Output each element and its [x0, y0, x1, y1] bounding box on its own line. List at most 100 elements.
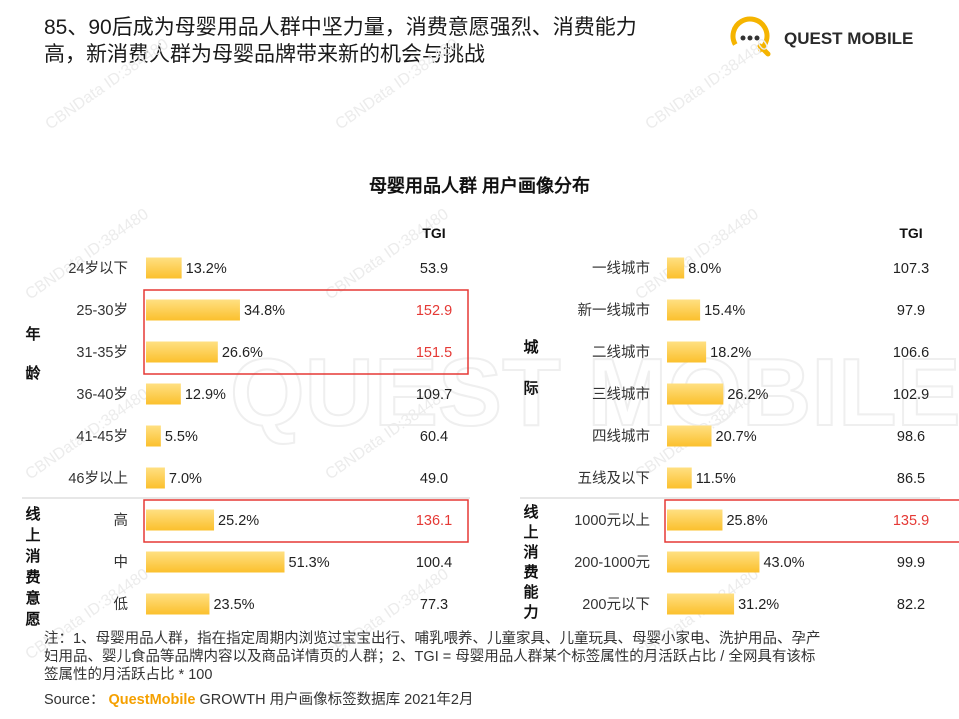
highlight-box [664, 499, 959, 543]
group-label-char: 上 [523, 524, 538, 541]
category-label: 36-40岁 [76, 386, 128, 403]
category-label: 四线城市 [592, 428, 650, 445]
group-label-char: 龄 [25, 364, 41, 382]
footnotes: 注：1、母婴用品人群，指在指定周期内浏览过宝宝出行、哺乳喂养、儿童家具、儿童玩具… [44, 630, 924, 684]
bar [146, 383, 181, 405]
category-label: 新一线城市 [578, 302, 651, 319]
group-label-char: 费 [25, 568, 40, 586]
tgi-value: 106.6 [893, 345, 929, 361]
bar [146, 593, 210, 615]
category-label: 46岁以上 [68, 470, 128, 487]
category-label: 200元以下 [582, 597, 650, 613]
tgi-value: 109.7 [416, 387, 452, 403]
bar-value-label: 34.8% [244, 303, 285, 319]
bar-value-label: 5.5% [165, 429, 198, 445]
tgi-value: 135.9 [893, 513, 929, 529]
tgi-value: 152.9 [416, 303, 452, 319]
tgi-header: TGI [422, 225, 445, 241]
bar-value-label: 8.0% [688, 261, 721, 277]
quest-mobile-logo-icon [730, 16, 771, 57]
bar-value-label: 25.8% [726, 513, 767, 529]
group-label-char: 年 [25, 325, 40, 343]
bar [146, 257, 182, 279]
source-prefix: Source： [44, 692, 105, 708]
category-label: 24岁以下 [68, 260, 128, 277]
logo-text: QUEST MOBILE [784, 29, 914, 48]
bar [146, 509, 215, 531]
group-label-char: 城 [523, 338, 538, 356]
highlight-box [143, 289, 469, 375]
category-label: 二线城市 [592, 344, 650, 361]
bar-value-label: 26.6% [222, 345, 263, 361]
page-title-line-2: 高，新消费人群为母婴品牌带来新的机会与挑战 [44, 43, 485, 66]
group-label-char: 力 [523, 603, 538, 621]
tgi-value: 86.5 [897, 471, 925, 487]
group-label-char: 线 [523, 503, 538, 521]
group-label-char: 能 [523, 583, 538, 601]
tgi-value: 49.0 [420, 471, 448, 487]
footnote-line-2: 妇用品、婴儿食品等品牌内容以及商品详情页的人群；2、TGI = 母婴用品人群某个… [44, 649, 816, 665]
group-label-char: 线 [25, 505, 40, 523]
group-label-char: 上 [25, 527, 40, 544]
category-label: 41-45岁 [76, 428, 128, 445]
bar [667, 341, 707, 363]
bar [667, 593, 735, 615]
bar-value-label: 26.2% [727, 387, 768, 403]
category-label: 1000元以上 [574, 512, 650, 529]
category-label: 一线城市 [592, 260, 650, 277]
bar [146, 425, 161, 447]
category-label: 200-1000元 [574, 555, 650, 571]
bar-value-label: 12.9% [185, 387, 226, 403]
bar-value-label: 43.0% [763, 555, 804, 571]
bar [667, 383, 724, 405]
source-line: Source： QuestMobile GROWTH 用户画像标签数据库 202… [44, 688, 473, 709]
tgi-value: 98.6 [897, 429, 925, 445]
bar-value-label: 7.0% [169, 471, 202, 487]
tgi-value: 100.4 [416, 555, 452, 571]
bar [667, 299, 701, 321]
group-label-char: 费 [523, 563, 538, 581]
source-rest: GROWTH 用户画像标签数据库 2021年2月 [199, 692, 474, 708]
bar-value-label: 23.5% [213, 597, 254, 613]
chart-title: 母婴用品人群 用户画像分布 [369, 176, 590, 196]
bar [146, 299, 240, 321]
bar [667, 257, 685, 279]
bar-value-label: 11.5% [696, 471, 736, 487]
tgi-value: 53.9 [420, 261, 448, 277]
group-label-char: 意 [25, 589, 40, 607]
category-label: 25-30岁 [76, 302, 128, 319]
group-label-char: 消 [523, 543, 538, 561]
bar [667, 467, 692, 489]
bar-value-label: 51.3% [289, 555, 330, 571]
category-label: 31-35岁 [76, 344, 128, 361]
bar-value-label: 18.2% [710, 345, 751, 361]
tgi-value: 102.9 [893, 387, 929, 403]
bar [146, 341, 218, 363]
category-label: 低 [114, 596, 129, 613]
bar [146, 467, 165, 489]
tgi-value: 99.9 [897, 555, 925, 571]
tgi-value: 97.9 [897, 303, 925, 319]
tgi-value: 151.5 [416, 345, 452, 361]
tgi-value: 107.3 [893, 261, 929, 277]
tgi-value: 82.2 [897, 597, 925, 613]
category-label: 三线城市 [592, 386, 650, 403]
quest-mobile-logo: QUEST MOBILE [724, 12, 924, 62]
bar-value-label: 25.2% [218, 513, 259, 529]
bar [667, 425, 712, 447]
footnote-line-1: 注：1、母婴用品人群，指在指定周期内浏览过宝宝出行、哺乳喂养、儿童家具、儿童玩具… [44, 631, 821, 647]
bar-value-label: 20.7% [716, 429, 757, 445]
footnote-line-3: 签属性的月活跃占比 * 100 [44, 667, 213, 683]
tgi-value: 60.4 [420, 429, 448, 445]
category-label: 中 [114, 554, 129, 571]
page-title-line-1: 85、90后成为母婴用品人群中坚力量，消费意愿强烈、消费能力 [44, 16, 637, 39]
source-brand: QuestMobile [108, 692, 196, 708]
bar [146, 551, 285, 573]
page-title: 85、90后成为母婴用品人群中坚力量，消费意愿强烈、消费能力 高，新消费人群为母… [44, 14, 724, 68]
tgi-header: TGI [899, 225, 922, 241]
category-label: 高 [114, 512, 129, 529]
bar [667, 509, 723, 531]
bar-value-label: 31.2% [738, 597, 779, 613]
tgi-value: 77.3 [420, 597, 448, 613]
